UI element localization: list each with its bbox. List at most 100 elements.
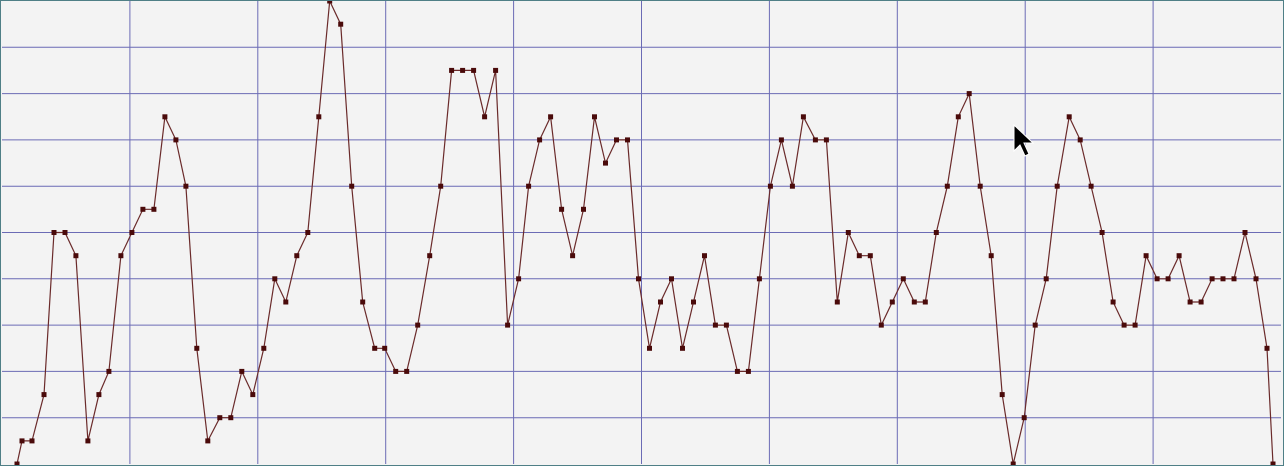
data-point	[62, 230, 68, 235]
data-point	[1209, 276, 1215, 282]
data-point	[999, 392, 1005, 398]
data-point	[1165, 276, 1171, 282]
data-point	[559, 206, 565, 212]
data-point	[360, 299, 366, 305]
data-point	[1198, 299, 1204, 305]
data-point	[493, 67, 499, 73]
data-point	[1043, 276, 1049, 282]
data-point	[118, 253, 124, 259]
data-point	[1187, 299, 1193, 305]
data-point	[1132, 322, 1138, 328]
data-point	[691, 299, 696, 305]
data-point	[614, 137, 619, 143]
data-point	[516, 276, 522, 282]
data-point	[878, 322, 884, 328]
data-point	[658, 299, 663, 305]
data-point	[173, 137, 179, 143]
data-point	[29, 438, 35, 444]
data-point	[669, 276, 674, 282]
data-point	[812, 137, 818, 143]
data-point	[767, 183, 773, 189]
data-point	[636, 276, 641, 282]
data-point	[217, 415, 223, 421]
data-point	[471, 67, 477, 73]
data-point	[250, 392, 256, 398]
data-point	[1110, 299, 1116, 305]
data-point	[505, 322, 511, 328]
data-point	[834, 299, 840, 305]
data-point	[162, 114, 168, 120]
data-point	[372, 345, 378, 351]
data-point	[1143, 253, 1149, 259]
data-point	[1066, 114, 1072, 120]
data-point	[1220, 276, 1226, 282]
data-point	[404, 368, 410, 374]
data-point	[1253, 276, 1259, 282]
data-point	[966, 91, 972, 97]
data-point	[294, 253, 300, 259]
data-point	[723, 322, 729, 328]
data-point	[955, 114, 961, 120]
data-point	[239, 368, 245, 374]
data-point	[988, 253, 994, 259]
data-point	[1010, 461, 1016, 466]
data-point	[272, 276, 278, 282]
data-point	[856, 253, 862, 259]
data-point	[933, 230, 939, 235]
data-point	[261, 345, 267, 351]
data-point	[1088, 183, 1094, 189]
data-point	[734, 368, 740, 374]
data-point	[140, 206, 146, 212]
data-point	[283, 299, 289, 305]
data-point	[592, 114, 597, 120]
data-point	[19, 438, 25, 444]
data-point	[1121, 322, 1127, 328]
data-point	[349, 183, 355, 189]
data-point	[922, 299, 928, 305]
data-point	[581, 206, 586, 212]
data-point	[911, 299, 917, 305]
data-point	[944, 183, 950, 189]
mouse-pointer-icon	[1013, 123, 1035, 157]
data-point	[712, 322, 718, 328]
data-point	[1154, 276, 1160, 282]
data-point	[449, 67, 455, 73]
data-point	[1264, 345, 1270, 351]
data-point	[745, 368, 751, 374]
data-point	[393, 368, 399, 374]
data-point	[756, 276, 762, 282]
data-point	[194, 345, 200, 351]
data-point	[548, 114, 554, 120]
data-point	[85, 438, 91, 444]
data-point	[647, 345, 652, 351]
data-point	[1270, 461, 1276, 466]
data-point	[570, 253, 576, 259]
data-point	[1242, 230, 1248, 235]
data-point	[205, 438, 211, 444]
data-point	[183, 183, 189, 189]
data-point	[73, 253, 79, 259]
data-point	[151, 206, 157, 212]
data-point	[900, 276, 906, 282]
data-point	[823, 137, 829, 143]
data-point	[1231, 276, 1237, 282]
data-point	[327, 0, 333, 4]
data-point	[1021, 415, 1027, 421]
data-point	[537, 137, 543, 143]
data-point	[526, 183, 532, 189]
data-point	[460, 67, 466, 73]
data-point	[778, 137, 784, 143]
data-point	[1176, 253, 1182, 259]
mouse-pointer-shape	[1013, 123, 1035, 157]
data-point	[14, 461, 20, 466]
data-point	[228, 415, 234, 421]
data-point	[625, 137, 630, 143]
data-point	[51, 230, 57, 235]
data-point	[977, 183, 983, 189]
data-point	[96, 392, 102, 398]
data-point	[845, 230, 851, 235]
data-point	[1032, 322, 1038, 328]
data-point	[106, 368, 112, 374]
